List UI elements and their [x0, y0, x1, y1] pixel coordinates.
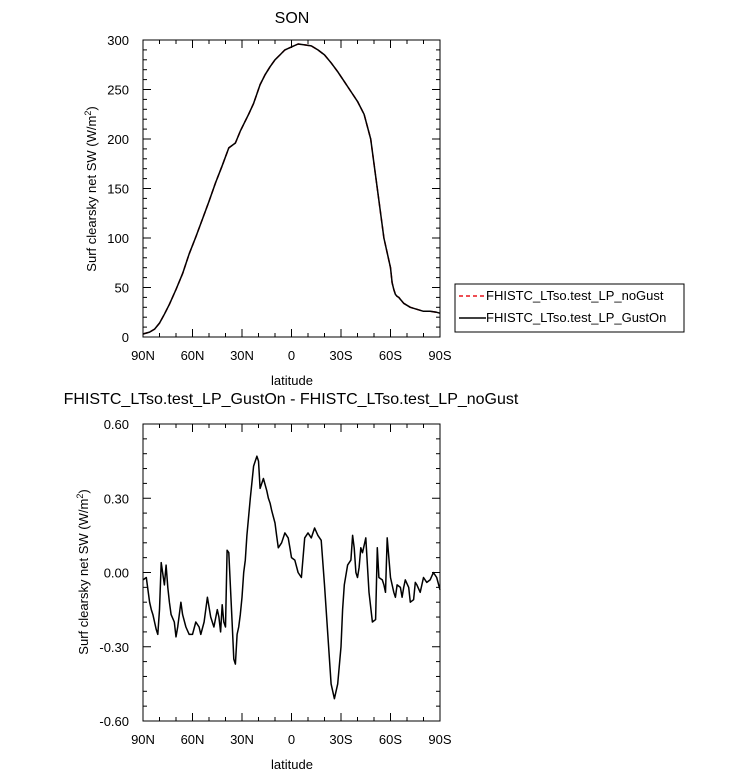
- top-plot-ylabel: Surf clearsky net SW (W/m2): [83, 106, 99, 271]
- top-xtick-label: 90N: [131, 348, 155, 363]
- top-xtick-label: 60S: [379, 348, 402, 363]
- bottom-plot-ticks: 90N 60N 30N 0 30S 60S 90S -0.60 -0.30 0.00 0.30 0.6…: [99, 417, 452, 747]
- bottom-series-line-0: [142, 455, 441, 700]
- top-plot-title: SON: [275, 10, 310, 27]
- bottom-ytick-label: 0.00: [104, 566, 129, 581]
- top-plot-ylabel-sup: 2: [83, 111, 93, 116]
- bottom-ytick-label: 0.60: [104, 417, 129, 432]
- top-ytick-label: 250: [107, 83, 129, 98]
- bottom-plot-ylabel-main: Surf clearsky net SW (W/m: [76, 499, 91, 655]
- bottom-plot-series: [142, 455, 441, 700]
- bottom-xtick-label: 30S: [329, 732, 352, 747]
- top-plot-ylabel-main: Surf clearsky net SW (W/m: [84, 116, 99, 272]
- top-series-line-1: [142, 43, 441, 335]
- top-xtick-label: 90S: [428, 348, 451, 363]
- top-plot-xlabel: latitude: [271, 373, 313, 388]
- top-xtick-label: 30S: [329, 348, 352, 363]
- bottom-plot-ylabel-end: ): [76, 489, 91, 493]
- bottom-xtick-label: 0: [288, 732, 295, 747]
- bottom-xtick-label: 90S: [428, 732, 451, 747]
- bottom-plot-panel: FHISTC_LTso.test_LP_GustOn - FHISTC_LTso…: [64, 391, 519, 772]
- top-ytick-label: 200: [107, 132, 129, 147]
- top-xtick-label: 60N: [181, 348, 205, 363]
- legend-box: [454, 283, 685, 333]
- bottom-xtick-label: 30N: [230, 732, 254, 747]
- bottom-plot-ylabel: Surf clearsky net SW (W/m2): [75, 489, 91, 654]
- top-ytick-label: 50: [115, 281, 129, 296]
- bottom-ytick-label: 0.30: [104, 491, 129, 506]
- bottom-ytick-label: -0.30: [99, 640, 129, 655]
- bottom-xtick-label: 60S: [379, 732, 402, 747]
- top-ytick-label: 0: [122, 330, 129, 345]
- top-ytick-label: 100: [107, 231, 129, 246]
- top-plot-ticks: 90N 60N 30N 0 30S 60S 90S 0 50 100 150 200 250 300: [107, 33, 452, 363]
- legend-label-nogust: FHISTC_LTso.test_LP_noGust: [486, 288, 664, 303]
- top-plot-series: [142, 43, 441, 335]
- top-ytick-label: 150: [107, 182, 129, 197]
- bottom-xtick-label: 60N: [181, 732, 205, 747]
- top-ytick-label: 300: [107, 33, 129, 48]
- top-plot-panel: SON 90N 60N 30N 0 30S 60S 90S 0 50 100 150 200 250 30…: [83, 10, 452, 388]
- bottom-ytick-label: -0.60: [99, 714, 129, 729]
- legend: FHISTC_LTso.test_LP_noGust FHISTC_LTso.t…: [454, 283, 685, 333]
- bottom-plot-frame: [142, 423, 441, 722]
- bottom-plot-xlabel: latitude: [271, 757, 313, 772]
- bottom-plot-title: FHISTC_LTso.test_LP_GustOn - FHISTC_LTso…: [64, 391, 519, 408]
- top-plot-ylabel-end: ): [84, 106, 99, 110]
- legend-label-guston: FHISTC_LTso.test_LP_GustOn: [486, 310, 666, 325]
- top-plot-frame: [142, 39, 441, 338]
- top-series-line-0: [142, 43, 441, 335]
- bottom-plot-ylabel-sup: 2: [75, 494, 85, 499]
- top-xtick-label: 0: [288, 348, 295, 363]
- bottom-xtick-label: 90N: [131, 732, 155, 747]
- top-xtick-label: 30N: [230, 348, 254, 363]
